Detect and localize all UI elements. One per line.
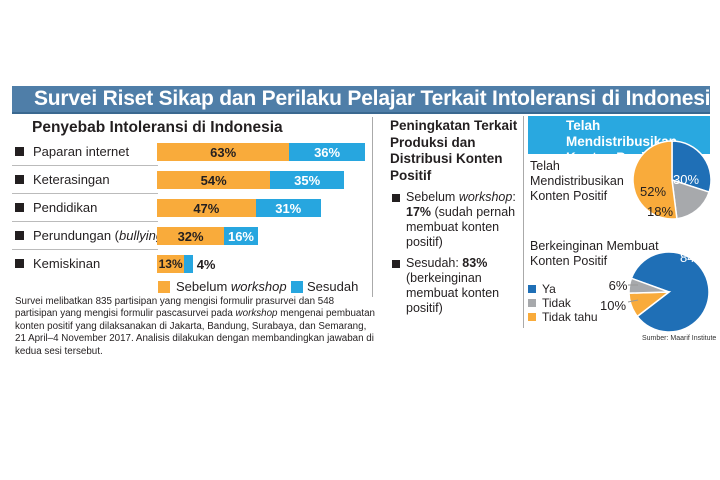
legend-ya: Ya	[528, 282, 598, 296]
row-separator	[12, 193, 158, 194]
row-label: Keterasingan	[15, 172, 110, 187]
row-label-text: Kemiskinan	[33, 256, 101, 271]
footnote-em: workshop	[235, 308, 278, 320]
bullet-icon	[392, 260, 400, 268]
bar-after: 4%	[184, 255, 215, 273]
value: 83%	[462, 256, 488, 270]
leader-line	[627, 299, 639, 303]
swatch	[528, 285, 536, 293]
legend-tidak: Tidak	[528, 296, 598, 310]
bar-label: 32%	[177, 228, 204, 244]
title-banner: Survei Riset Sikap dan Perilaku Pelajar …	[12, 86, 720, 114]
legend-before: Sebelum workshop	[176, 279, 287, 294]
row-separator	[12, 221, 158, 222]
pie1-label: Telah Mendistribusikan Konten Positif	[530, 159, 624, 203]
divider	[523, 116, 524, 328]
row-label-text: Paparan internet	[33, 144, 130, 159]
bar-before: 32%	[157, 227, 225, 245]
bar-after: 36%	[289, 143, 365, 161]
pie-label: 52%	[640, 184, 666, 199]
text: Sesudah:	[406, 256, 463, 270]
pie-slice-ya	[671, 140, 712, 193]
text: Tidak tahu	[542, 310, 598, 324]
legend-before-text: Sebelum	[176, 279, 231, 294]
middle-heading: Peningkatan Terkait Produksi dan Distrib…	[390, 118, 518, 183]
note: (sudah pernah membuat konten positif)	[406, 205, 516, 249]
text: workshop	[458, 190, 513, 204]
bar-label: 47%	[193, 200, 220, 216]
bar-label: 4%	[196, 256, 216, 272]
bullet-icon	[15, 147, 24, 156]
footnote-part: Survei melibatkan 835 partisipan yang me…	[15, 296, 335, 320]
text: Sebelum	[406, 190, 459, 204]
stat-after: Sesudah: 83% (berkeinginan membuat konte…	[390, 256, 522, 316]
row-label-text: Pendidikan	[33, 200, 98, 215]
text: Tidak	[542, 296, 571, 310]
note: (berkeinginan membuat konten positif)	[406, 271, 500, 315]
stat-before: Sebelum workshop: 17% (sudah pernah memb…	[390, 190, 522, 250]
legend-swatch-after	[291, 281, 303, 293]
bullet-icon	[15, 259, 24, 268]
footnote: Survei melibatkan 835 partisipan yang me…	[15, 296, 375, 358]
bullet-icon	[392, 194, 400, 202]
bar-after: 16%	[224, 227, 258, 245]
footnote-part: mengenai pembuatan konten positif yang d…	[15, 308, 375, 357]
row-label: Paparan internet	[15, 144, 129, 159]
bar-before: 13%	[157, 255, 185, 273]
main-title: Survei Riset Sikap dan Perilaku Pelajar …	[34, 87, 720, 110]
bar-label: 54%	[200, 172, 227, 188]
swatch	[528, 299, 536, 307]
bar-label: 63%	[210, 144, 237, 160]
divider	[372, 117, 373, 297]
bullet-icon	[15, 231, 24, 240]
bar-label: 35%	[294, 172, 321, 188]
bar-before: 54%	[157, 171, 271, 189]
text: Ya	[542, 282, 556, 296]
bar-chart-title: Penyebab Intoleransi di Indonesia	[32, 119, 283, 136]
pie-slice-tidak-tahu	[632, 140, 678, 220]
pie-label: 6%	[609, 278, 628, 293]
pie-label: 84%	[680, 250, 706, 265]
middle-panel: Peningkatan Terkait Produksi dan Distrib…	[390, 118, 522, 322]
pie-slice-tidak	[628, 277, 670, 294]
pie-label: 18%	[647, 204, 673, 219]
pie-legend: Ya Tidak Tidak tahu	[528, 282, 598, 324]
legend-before-em: workshop	[230, 279, 287, 294]
value: 17%	[406, 205, 432, 219]
pie-label: 30%	[673, 172, 699, 187]
row-label: Pendidikan	[15, 200, 97, 215]
pie-label: 10%	[600, 298, 626, 313]
bullet-icon	[15, 203, 24, 212]
bullet-icon	[15, 175, 24, 184]
text: :	[512, 190, 516, 204]
bar-label: 31%	[275, 200, 302, 216]
pie2-label: Berkeinginan Membuat Konten Positif	[530, 239, 659, 268]
pie-slice-ya	[630, 251, 710, 333]
row-label: Kemiskinan	[15, 256, 100, 271]
legend-swatch-before	[158, 281, 170, 293]
bar-after: 31%	[255, 199, 321, 217]
bar-after: 35%	[270, 171, 344, 189]
row-separator	[12, 165, 158, 166]
bar-label: 13%	[158, 257, 183, 271]
legend-tidak-tahu: Tidak tahu	[528, 310, 598, 324]
row-label-text: Keterasingan	[33, 172, 110, 187]
bar-before: 47%	[157, 199, 256, 217]
bar-label: 36%	[314, 144, 341, 160]
pie-slice-tidak	[671, 178, 711, 220]
row-separator	[12, 249, 158, 250]
legend-after: Sesudah	[307, 279, 359, 294]
bar-before: 63%	[157, 143, 290, 161]
source: Sumber: Maarif Institute	[642, 335, 717, 342]
bar-label: 16%	[227, 228, 254, 244]
swatch	[528, 313, 536, 321]
